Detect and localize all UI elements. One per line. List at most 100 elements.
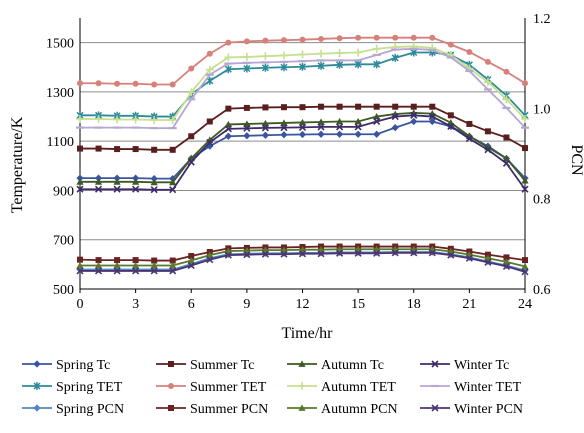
x-tick-label: 6 <box>188 297 195 312</box>
data-point <box>94 267 103 275</box>
data-point <box>335 117 344 125</box>
data-point <box>521 268 529 276</box>
data-point <box>169 265 177 274</box>
data-point <box>132 185 140 193</box>
legend-item-summer-tc: Summer Tc <box>156 358 254 373</box>
data-point <box>113 174 121 182</box>
x-axis-title: Time/hr <box>282 325 334 342</box>
data-point <box>317 61 325 70</box>
data-point <box>206 138 214 146</box>
series-summer-tc <box>77 103 528 153</box>
data-point <box>299 36 306 43</box>
legend-marker <box>298 382 306 390</box>
data-point <box>242 52 251 61</box>
y-tick-label: 700 <box>53 234 74 249</box>
legend-label: Winter PCN <box>454 402 523 417</box>
data-point <box>410 249 418 257</box>
data-point <box>391 112 399 121</box>
data-point <box>169 178 177 186</box>
legend-item-winter-tet: Winter TET <box>420 380 522 395</box>
data-point <box>169 267 177 275</box>
data-point <box>354 60 362 69</box>
legend-item-spring-pcn: Spring PCN <box>22 402 124 417</box>
series-lines <box>76 34 529 276</box>
data-point <box>503 134 510 141</box>
data-point <box>373 130 381 138</box>
data-point <box>280 250 288 258</box>
data-point <box>447 41 454 48</box>
data-point <box>132 146 139 153</box>
data-point <box>335 48 344 57</box>
legend-marker <box>431 360 439 368</box>
data-point <box>522 145 528 152</box>
data-point <box>280 119 288 126</box>
data-point <box>298 50 307 59</box>
legend-item-winter-tc: Winter Tc <box>420 358 509 373</box>
data-point <box>428 112 436 121</box>
data-point <box>132 80 139 87</box>
data-point <box>76 178 84 185</box>
data-point <box>262 37 269 44</box>
data-point <box>169 261 177 269</box>
data-point <box>484 258 492 266</box>
legend-marker <box>298 360 306 367</box>
data-point <box>355 103 362 110</box>
data-point <box>94 115 103 124</box>
legend-item-autumn-tet: Autumn TET <box>287 380 396 395</box>
data-point <box>372 44 381 53</box>
data-point <box>354 249 362 257</box>
data-point <box>187 261 195 270</box>
data-point <box>94 185 103 193</box>
legend-label: Summer TET <box>190 380 267 395</box>
legend: Spring Tc Summer Tc Autumn Tc Winter Tc Spri… <box>22 358 523 417</box>
data-point <box>336 123 344 131</box>
data-point <box>502 154 511 162</box>
data-point <box>410 117 418 126</box>
legend-item-summer-tet: Summer TET <box>156 380 267 395</box>
data-point <box>114 146 121 153</box>
data-point <box>206 50 213 57</box>
data-point <box>299 104 306 111</box>
data-point <box>373 112 381 120</box>
data-point <box>94 261 103 269</box>
data-point <box>521 185 529 193</box>
legend-item-winter-pcn: Winter PCN <box>420 402 523 417</box>
data-point <box>503 68 510 75</box>
data-point <box>150 267 158 275</box>
data-point <box>410 103 417 110</box>
legend-label: Summer Tc <box>190 358 254 373</box>
data-point <box>317 123 325 131</box>
data-point <box>447 251 455 259</box>
data-point <box>224 251 232 259</box>
data-point <box>243 124 251 132</box>
data-point <box>224 132 232 140</box>
data-point <box>95 80 102 87</box>
data-point <box>428 117 436 126</box>
x-tick-label: 3 <box>132 297 139 312</box>
legend-label: Spring PCN <box>56 402 124 417</box>
x-tick-label: 21 <box>462 297 476 312</box>
data-point <box>94 178 103 185</box>
data-point <box>502 258 511 265</box>
data-point <box>466 48 473 55</box>
data-point <box>354 48 363 57</box>
y-tick-label: 500 <box>53 283 74 298</box>
data-point <box>205 65 214 74</box>
data-point <box>484 58 491 65</box>
data-point <box>298 118 307 126</box>
legend-item-spring-tet: Spring TET <box>22 380 123 395</box>
data-point <box>354 130 362 138</box>
data-point <box>113 261 121 269</box>
data-point <box>466 120 473 127</box>
data-point <box>317 118 325 125</box>
series-summer-tet <box>77 34 528 88</box>
legend-marker <box>298 404 306 411</box>
x-tick-label: 9 <box>243 297 250 312</box>
gridlines <box>80 42 525 241</box>
data-point <box>94 265 103 274</box>
data-point <box>392 103 399 110</box>
data-point <box>188 133 195 140</box>
data-point <box>169 146 176 153</box>
data-point <box>95 145 102 152</box>
